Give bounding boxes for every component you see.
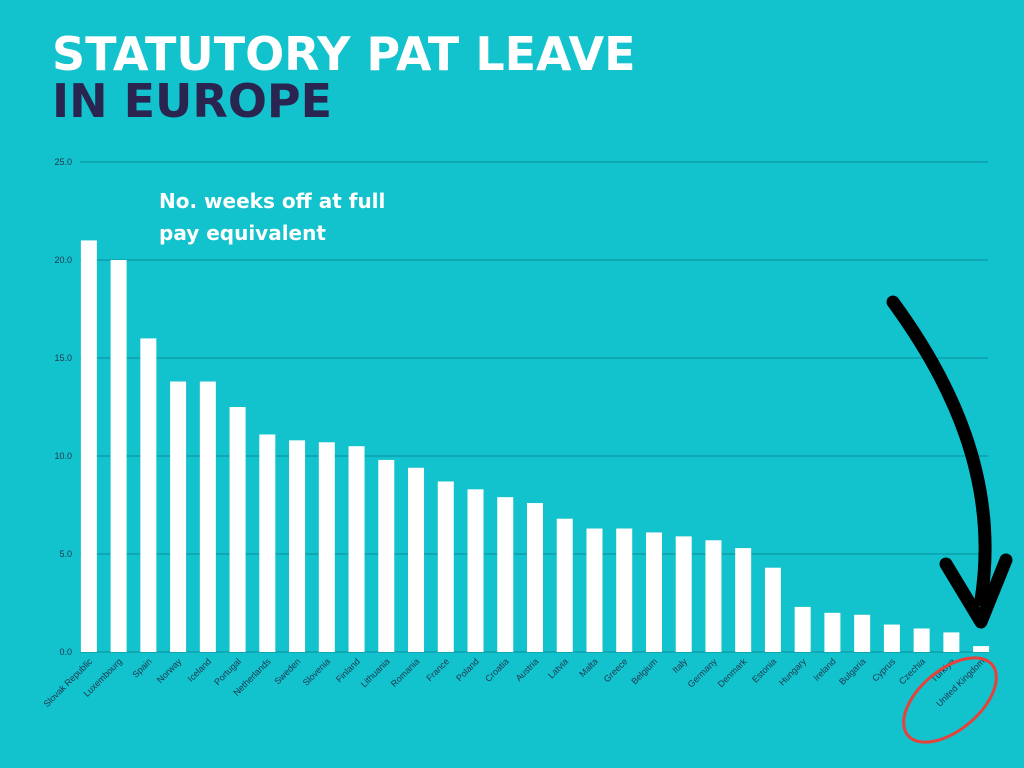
bar (645, 532, 662, 652)
bar (229, 407, 246, 652)
bar (943, 632, 960, 652)
bar (140, 338, 157, 652)
annotation: No. weeks off at full (159, 189, 385, 213)
x-tick-label: Finland (334, 656, 362, 684)
x-tick-label: Italy (670, 656, 689, 675)
bar (199, 381, 216, 652)
x-tick-label: France (424, 656, 451, 683)
bar (675, 536, 692, 652)
bar (794, 606, 811, 652)
bar (318, 442, 335, 652)
x-tick-label: Hungary (777, 656, 808, 687)
bar (705, 540, 722, 652)
bar (824, 612, 841, 652)
x-tick-label: Malta (577, 656, 600, 679)
y-tick-label: 10.0 (54, 451, 72, 461)
x-tick-label: Latvia (546, 656, 570, 680)
bar (556, 518, 573, 652)
highlight-circle (902, 656, 998, 744)
x-tick-label: Czechia (897, 656, 927, 686)
bar (378, 459, 395, 652)
x-tick-label: Slovenia (301, 656, 332, 687)
bar (764, 567, 781, 652)
chart-title: IN EUROPE (52, 74, 332, 128)
x-tick-label: Belgium (629, 656, 659, 686)
chart-title: STATUTORY PAT LEAVE (52, 27, 636, 81)
bar (289, 440, 306, 652)
bar (259, 434, 276, 652)
x-tick-label: Spain (130, 656, 153, 679)
x-tick-label: Croatia (483, 656, 511, 684)
x-tick-label: Norway (155, 656, 184, 685)
bar (80, 240, 97, 652)
bar (497, 497, 514, 652)
x-tick-label: Denmark (716, 656, 749, 689)
bar (883, 624, 900, 652)
x-tick-label: Sweden (272, 656, 302, 686)
y-tick-label: 5.0 (59, 549, 72, 559)
bar (973, 646, 990, 652)
bar (110, 260, 127, 652)
x-tick-label: Cyprus (870, 656, 898, 684)
x-tick-label: Estonia (750, 656, 778, 684)
bar (586, 528, 603, 652)
y-tick-label: 15.0 (54, 353, 72, 363)
bar (854, 614, 871, 652)
x-tick-label: Poland (454, 656, 481, 683)
bar (437, 481, 454, 652)
x-tick-label: Romania (389, 656, 422, 689)
bar (170, 381, 187, 652)
bar (735, 548, 752, 652)
bar (408, 467, 425, 652)
bar (467, 489, 484, 652)
y-tick-label: 20.0 (54, 255, 72, 265)
x-tick-label: Greece (602, 656, 630, 684)
bar (616, 528, 633, 652)
bar (348, 446, 365, 652)
x-tick-label: Türkiye (929, 656, 957, 684)
x-tick-label: Lithuania (359, 656, 392, 689)
bar (527, 503, 543, 652)
x-tick-label: Austria (514, 656, 541, 683)
arrow (886, 295, 992, 607)
x-tick-label: Iceland (186, 656, 214, 684)
arrowhead (939, 553, 1013, 629)
annotation: pay equivalent (159, 221, 326, 245)
y-tick-label: 0.0 (59, 647, 72, 657)
x-tick-label: Bulgaria (837, 656, 867, 686)
bar (913, 628, 930, 652)
x-tick-label: Slovak Republic (42, 656, 95, 709)
x-tick-label: Germany (686, 656, 720, 690)
y-tick-label: 25.0 (54, 157, 72, 167)
x-tick-label: Ireland (811, 656, 838, 683)
